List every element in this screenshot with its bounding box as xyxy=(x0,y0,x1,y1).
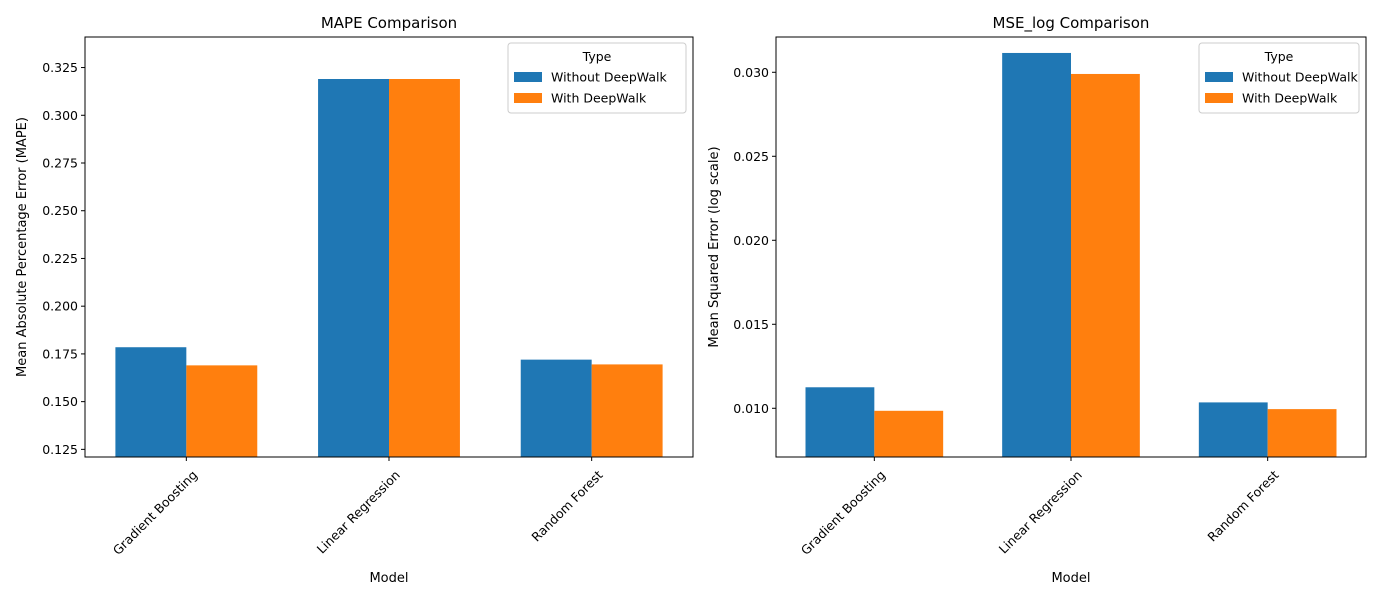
y-ticks: 0.010 0.015 0.020 0.025 0.030 xyxy=(733,65,776,416)
bar-gradient-boosting-with-deepwalk xyxy=(874,410,944,457)
legend: Type Without DeepWalk With DeepWalk xyxy=(1198,42,1360,114)
bar-linear-regression-without-deepwalk xyxy=(1002,52,1071,458)
bars-group xyxy=(805,52,1337,458)
bar-gradient-boosting-with-deepwalk xyxy=(186,365,258,457)
bar-linear-regression-with-deepwalk xyxy=(389,79,460,457)
bar-gradient-boosting-without-deepwalk xyxy=(805,387,875,457)
bar-random-forest-with-deepwalk xyxy=(1267,409,1337,457)
plot-frame xyxy=(775,36,1367,458)
bar-gradient-boosting-without-deepwalk xyxy=(115,347,187,457)
legend-swatch-without-deepwalk xyxy=(514,72,542,82)
legend-box xyxy=(507,42,687,114)
legend-label-with-deepwalk: With DeepWalk xyxy=(1242,91,1338,106)
y-axis-label: Mean Squared Error (log scale) xyxy=(707,146,722,347)
legend-label-without-deepwalk: Without DeepWalk xyxy=(1242,70,1358,85)
chart-title: MSE_log Comparison xyxy=(993,14,1150,33)
y-tick-label: 0.325 xyxy=(42,60,78,75)
y-ticks: 0.125 0.150 0.175 0.200 0.225 0.250 0.275 0.300… xyxy=(42,60,85,457)
bar-linear-regression-with-deepwalk xyxy=(1071,73,1140,458)
legend-label-without-deepwalk: Without DeepWalk xyxy=(551,70,667,85)
plot-frame xyxy=(84,36,694,458)
y-tick-label: 0.175 xyxy=(42,346,78,361)
y-tick-label: 0.030 xyxy=(733,65,769,80)
legend-label-with-deepwalk: With DeepWalk xyxy=(551,91,647,106)
y-tick-label: 0.225 xyxy=(42,251,78,266)
y-tick-label: 0.015 xyxy=(733,317,769,332)
legend-swatch-without-deepwalk xyxy=(1205,72,1233,82)
bar-random-forest-without-deepwalk xyxy=(520,359,592,457)
y-tick-label: 0.200 xyxy=(42,299,78,314)
legend-box xyxy=(1198,42,1360,114)
y-axis-label: Mean Absolute Percentage Error (MAPE) xyxy=(15,117,30,377)
legend: Type Without DeepWalk With DeepWalk xyxy=(507,42,687,114)
y-tick-label: 0.250 xyxy=(42,203,78,218)
x-axis-label: Model xyxy=(1051,571,1090,586)
bar-random-forest-with-deepwalk xyxy=(591,364,663,457)
mse-log-chart: MSE_log Comparison Model Mean Squared Er… xyxy=(707,14,1367,586)
y-tick-label: 0.020 xyxy=(733,233,769,248)
bars-group xyxy=(115,79,663,457)
y-tick-label: 0.275 xyxy=(42,156,78,171)
y-tick-label: 0.300 xyxy=(42,108,78,123)
legend-title: Type xyxy=(582,49,612,64)
y-tick-label: 0.150 xyxy=(42,394,78,409)
bar-random-forest-without-deepwalk xyxy=(1198,402,1268,457)
legend-title: Type xyxy=(1264,49,1294,64)
y-tick-label: 0.125 xyxy=(42,442,78,457)
bar-linear-regression-without-deepwalk xyxy=(318,79,389,457)
legend-swatch-with-deepwalk xyxy=(514,93,542,103)
legend-swatch-with-deepwalk xyxy=(1205,93,1233,103)
y-tick-label: 0.025 xyxy=(733,149,769,164)
chart-title: MAPE Comparison xyxy=(321,14,457,32)
y-tick-label: 0.010 xyxy=(733,401,769,416)
x-axis-label: Model xyxy=(369,571,408,586)
